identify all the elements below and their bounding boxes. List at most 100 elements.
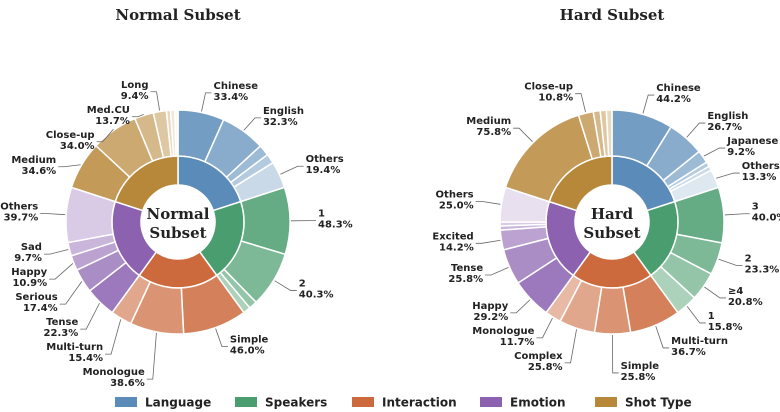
legend-label: Emotion — [510, 396, 566, 410]
chart-title: Normal Subset — [115, 6, 240, 24]
leader-line — [718, 258, 743, 266]
slice-value: 75.8% — [476, 127, 511, 138]
center-word: Hard — [591, 205, 634, 223]
slice-label: Chinese 33.4% — [213, 81, 258, 103]
slice-label: Multi-turn 36.7% — [671, 336, 728, 358]
slice-value: 33.4% — [213, 92, 248, 103]
legend-label: Shot Type — [625, 396, 692, 410]
slice-name: Monologue — [472, 326, 534, 337]
legend-label: Language — [145, 396, 211, 410]
leader-line — [704, 286, 726, 299]
slice-value: 15.4% — [68, 353, 103, 364]
slice-value: 25.8% — [528, 362, 563, 373]
slice — [173, 109, 179, 157]
slice-label: Monologue 38.6% — [83, 367, 145, 389]
slice-label: Simple 25.8% — [621, 361, 660, 383]
slice-name: English — [263, 106, 304, 117]
slice-label: Serious 17.4% — [15, 292, 57, 314]
slice-name: Complex — [514, 351, 563, 362]
slice-name: Others — [436, 189, 474, 200]
leader-line — [724, 213, 750, 216]
slice-name: 1 — [708, 311, 715, 322]
slice-value: 44.2% — [656, 94, 691, 105]
slice-name: Others — [742, 161, 780, 172]
leader-line — [536, 317, 553, 339]
slice-label: Monologue 11.7% — [472, 326, 534, 348]
leader-line — [513, 127, 533, 142]
slice-value: 20.8% — [728, 297, 763, 308]
slice-name: Simple — [230, 334, 269, 345]
slice-label: Happy 10.9% — [11, 267, 47, 289]
slice-name: Close-up — [46, 130, 95, 141]
slice-name: Happy — [472, 301, 508, 312]
slice-name: 2 — [299, 279, 306, 290]
slice-label: Simple 46.0% — [230, 334, 269, 356]
slice-value: 11.7% — [500, 337, 535, 348]
slice-name: Medium — [11, 155, 56, 166]
slice-label: English 26.7% — [707, 111, 748, 133]
leader-line — [96, 129, 114, 143]
slice-label: Close-up 34.0% — [46, 130, 95, 152]
slice-label: ≥4 20.8% — [728, 286, 763, 308]
legend-swatch — [235, 397, 257, 407]
slice-value: 48.3% — [318, 220, 353, 231]
slice-name: Others — [0, 201, 38, 212]
leader-line — [131, 113, 144, 118]
slice-name: 1 — [318, 209, 325, 220]
leader-line — [475, 239, 501, 244]
slice-value: 34.0% — [60, 141, 95, 152]
slice-label: Japanese 9.2% — [726, 136, 778, 158]
leader-line — [716, 172, 740, 179]
legend-label: Speakers — [265, 396, 327, 410]
slice-name: Close-up — [524, 82, 573, 93]
leader-line — [59, 281, 83, 305]
slice-value: 19.4% — [306, 165, 341, 176]
slice-value: 13.7% — [95, 116, 130, 127]
slice-value: 22.3% — [44, 328, 79, 339]
slice — [605, 109, 613, 157]
slice-name: Chinese — [213, 81, 258, 92]
slice-name: 3 — [752, 202, 759, 213]
leader-line — [575, 93, 586, 113]
slice-value: 36.7% — [671, 347, 706, 358]
slice-name: ≥4 — [728, 286, 743, 297]
legend-swatch — [352, 397, 374, 407]
leader-line — [43, 249, 69, 255]
leader-line — [274, 280, 297, 291]
slice-value: 32.3% — [263, 117, 298, 128]
slice-label: 2 23.3% — [745, 253, 780, 275]
slice-label: 1 15.8% — [708, 311, 743, 333]
slice-label: Med.CU 13.7% — [87, 105, 130, 127]
leader-line — [215, 328, 228, 347]
slice-label: Long 9.4% — [121, 80, 149, 102]
slice-value: 38.6% — [110, 378, 145, 389]
slice-value: 9.2% — [727, 147, 755, 158]
slice-name: Sad — [21, 242, 42, 253]
slice-name: English — [707, 111, 748, 122]
legend-label: Interaction — [382, 396, 457, 410]
slice-value: 10.9% — [12, 278, 47, 289]
slice-label: English 32.3% — [263, 106, 304, 128]
slice-value: 39.7% — [4, 212, 39, 223]
leader-line — [280, 165, 304, 175]
center-word: Subset — [149, 224, 206, 242]
slice-name: Chinese — [656, 83, 701, 94]
slice-value: 9.7% — [14, 253, 42, 264]
slice-label: Tense 25.8% — [448, 263, 483, 285]
slice-name: Japanese — [726, 136, 778, 147]
slice-value: 26.7% — [707, 122, 742, 133]
slice-name: Medium — [466, 116, 511, 127]
slice-label: Others 25.0% — [436, 189, 474, 211]
slice-name: Serious — [15, 292, 57, 303]
slice-label: 2 40.3% — [299, 279, 334, 301]
slice-name: 2 — [745, 253, 752, 264]
slice-value: 25.8% — [448, 274, 483, 285]
slice-value: 10.8% — [538, 93, 573, 104]
slice-value: 17.4% — [23, 303, 58, 314]
leader-line — [58, 164, 81, 168]
slice-name: Long — [121, 80, 149, 91]
center-label: Hard Subset — [583, 205, 640, 242]
slice-name: Others — [306, 154, 344, 165]
leader-line — [201, 92, 212, 112]
chart-title: Hard Subset — [560, 6, 665, 24]
